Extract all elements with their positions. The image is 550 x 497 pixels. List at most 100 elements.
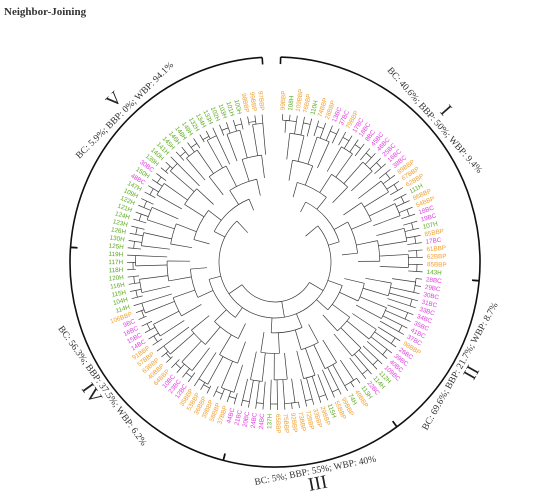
branch-segment (143, 232, 172, 240)
branch-segment (364, 191, 389, 208)
branch-segment (160, 167, 166, 172)
clade-V-arc-tick (70, 246, 78, 249)
branch-arc (406, 209, 410, 217)
leaf-label: 19BC (420, 212, 438, 223)
branch-segment (146, 200, 154, 205)
leaf-label: 137H (266, 413, 273, 429)
branch-arc (289, 132, 305, 137)
branch-segment (179, 156, 185, 161)
branch-segment (190, 267, 208, 270)
branch-segment (374, 167, 382, 174)
branch-segment (322, 369, 333, 393)
branch-segment (382, 354, 388, 359)
branch-segment (316, 299, 329, 311)
leaf-label: 17BC (425, 237, 442, 246)
branch-arc (260, 351, 280, 354)
branch-arc (385, 172, 391, 179)
branch-segment (398, 209, 408, 213)
branch-segment (147, 219, 175, 230)
branch-segment (144, 329, 151, 334)
branch-segment (338, 388, 342, 395)
branch-segment (365, 277, 392, 284)
branch-segment (262, 123, 266, 155)
branch-arc (219, 354, 238, 364)
leaf-label: 115H (326, 403, 338, 420)
branch-arc (285, 120, 297, 122)
branch-segment (219, 334, 232, 355)
branch-segment (177, 163, 200, 187)
branch-arc (250, 379, 263, 382)
branch-segment (385, 169, 391, 174)
clade-III-arc-tick (392, 420, 398, 428)
branch-segment (393, 180, 400, 185)
branch-arc (141, 303, 146, 314)
branch-segment (131, 296, 138, 300)
branch-arc (234, 123, 242, 127)
branch-segment (391, 343, 397, 348)
branch-segment (261, 352, 266, 382)
branch-segment (191, 315, 210, 331)
branch-segment (342, 131, 347, 138)
branch-arc (141, 232, 145, 246)
branch-segment (414, 285, 422, 287)
branch-segment (306, 124, 311, 137)
branch-segment (316, 120, 320, 127)
branch-segment (135, 234, 144, 237)
branch-segment (156, 173, 162, 178)
branch-segment (206, 387, 210, 394)
branch-segment (139, 275, 168, 280)
branch-arc (228, 396, 236, 399)
branch-segment (313, 126, 318, 137)
branch-segment (156, 182, 163, 187)
branch-segment (305, 400, 308, 407)
branch-arc (149, 188, 154, 196)
branch-segment (151, 207, 179, 220)
branch-arc (229, 178, 257, 191)
root-inner-arc (241, 282, 310, 303)
branch-segment (313, 344, 326, 369)
branch-arc (305, 398, 313, 402)
branch-arc (303, 122, 311, 125)
branch-segment (349, 357, 363, 375)
branch-arc (271, 327, 303, 334)
branch-arc (403, 228, 408, 242)
branch-segment (362, 287, 389, 297)
branch-segment (129, 232, 136, 235)
branch-segment (382, 315, 403, 326)
branch-segment (166, 358, 171, 363)
branch-segment (222, 388, 225, 395)
branch-segment (407, 312, 414, 316)
branch-arc (184, 188, 198, 205)
branch-segment (135, 211, 142, 215)
branch-arc (179, 151, 186, 157)
branch-segment (221, 361, 233, 388)
branch-segment (256, 381, 260, 403)
branch-segment (404, 229, 414, 232)
branch-segment (232, 119, 236, 126)
branch-arc (327, 285, 343, 311)
tree-branches (126, 114, 423, 410)
leaf-label: 108H (287, 95, 296, 111)
branch-segment (362, 345, 379, 361)
branch-segment (352, 313, 377, 330)
branch-segment (379, 254, 409, 257)
branch-segment (404, 200, 410, 204)
branch-arc (292, 159, 313, 167)
branch-segment (284, 120, 287, 133)
branch-segment (390, 190, 398, 196)
branch-segment (300, 379, 306, 401)
branch-arc (297, 182, 327, 198)
branch-segment (263, 381, 266, 404)
branch-segment (137, 295, 143, 298)
leaf-label: 99BBP (280, 90, 288, 110)
branch-segment (250, 351, 257, 380)
branch-segment (180, 363, 185, 369)
branch-segment (208, 275, 221, 280)
branch-segment (360, 152, 367, 161)
branch-segment (397, 187, 404, 191)
branch-segment (153, 332, 159, 337)
branch-segment (186, 158, 206, 181)
leaf-label: 110H (309, 99, 320, 115)
branch-segment (139, 220, 147, 224)
